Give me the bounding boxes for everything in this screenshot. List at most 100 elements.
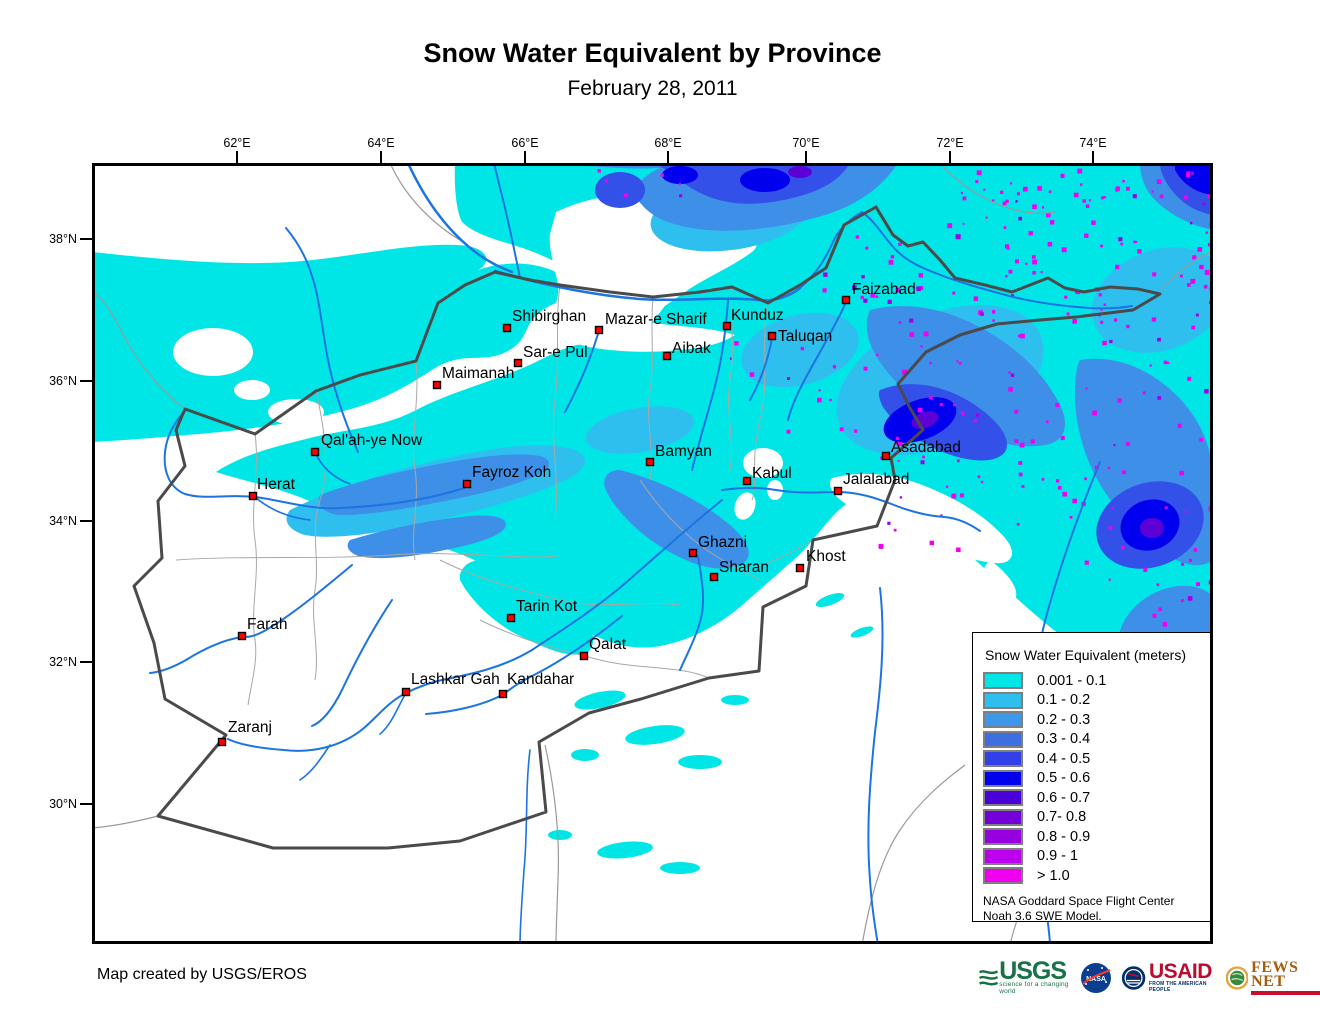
city-marker (881, 451, 891, 461)
swe-speckle (1032, 204, 1037, 210)
legend-class-label: 0.4 - 0.5 (1037, 750, 1091, 767)
lon-tick-label: 66°E (511, 136, 538, 150)
swe-speckle (623, 193, 629, 198)
swe-speckle (822, 288, 827, 293)
swe-speckle (1142, 391, 1146, 395)
swe-speckle (854, 429, 858, 433)
swe-speckle (1040, 271, 1043, 274)
swe-speckle (1088, 199, 1092, 202)
swe-speckle (863, 366, 868, 371)
swe-speckle (1133, 240, 1136, 244)
swe-speckle (1014, 259, 1019, 264)
legend-rows: 0.001 - 0.1 0.1 - 0.2 0.2 - 0.3 0.3 - 0.4 0.… (983, 671, 1210, 886)
city-marker (688, 548, 698, 558)
lon-tick-label: 68°E (654, 136, 681, 150)
swe-map: Faizabad Kunduz Taluqan Mazar-e Sharif Shibi… (92, 163, 1213, 944)
legend-swatch (983, 730, 1023, 748)
swe-speckle (918, 273, 924, 278)
city-farah: Farah (237, 616, 288, 641)
swe-speckle (1008, 386, 1013, 392)
swe-speckle (887, 521, 891, 525)
city-marker (248, 491, 258, 501)
swe-speckle (895, 441, 899, 445)
swe-speckle (1100, 308, 1103, 311)
province-borders (175, 284, 814, 706)
swe-speckle (1092, 410, 1097, 416)
city-label: Mazar-e Sharif (605, 311, 707, 328)
city-marker (401, 687, 411, 697)
swe-speckle (895, 287, 901, 293)
swe-speckle (920, 460, 925, 465)
swe-speckle (1204, 389, 1209, 394)
usgs-logo-text: USGS (999, 957, 1067, 985)
swe-speckle (678, 182, 682, 185)
legend-class-row: 0.2 - 0.3 (983, 710, 1210, 730)
swe-speckle (1005, 274, 1008, 278)
swe-speckle (1111, 507, 1114, 510)
swe-speckle (1192, 255, 1197, 260)
legend-class-row: > 1.0 (983, 866, 1210, 886)
swe-speckle (951, 493, 957, 499)
lat-tick-label: 36°N (49, 374, 77, 388)
city-marker (722, 321, 732, 331)
swe-speckle (1137, 249, 1142, 254)
swe-speckle (1188, 558, 1193, 563)
swe-speckle (875, 353, 879, 357)
legend-class-label: 0.1 - 0.2 (1037, 692, 1091, 709)
swe-speckle (1207, 243, 1210, 247)
city-markers: Faizabad Kunduz Taluqan Mazar-e Sharif Shibi… (217, 281, 961, 747)
lon-tick-label: 72°E (936, 136, 963, 150)
swe-speckle (1180, 599, 1184, 602)
swe-speckle (1085, 387, 1088, 390)
swe-speckle (1005, 199, 1009, 203)
swe-speckle (1018, 334, 1022, 338)
legend-source-note: NASA Goddard Space Flight Center Noah 3.… (983, 894, 1210, 924)
swe-speckle (1062, 491, 1068, 497)
swe-speckle (1073, 192, 1079, 198)
swe-speckle (909, 318, 914, 323)
lon-tick-label: 70°E (792, 136, 819, 150)
city-marker (645, 457, 655, 467)
swe-speckle (1107, 466, 1111, 470)
swe-speckle (1202, 202, 1206, 206)
swe-speckle (1193, 548, 1198, 552)
swe-speckle (1122, 179, 1125, 183)
swe-speckle (865, 246, 869, 250)
legend-class-row: 0.5 - 0.6 (983, 769, 1210, 789)
swe-speckle (961, 411, 965, 415)
swe-speckle (870, 292, 876, 298)
swe-speckle (956, 547, 961, 553)
city-marker (310, 447, 320, 457)
city-label: Jalalabad (843, 471, 909, 488)
swe-speckle (980, 312, 984, 316)
swe-speckle (852, 285, 857, 290)
swe-speckle (893, 528, 897, 532)
lat-tick-label: 32°N (49, 655, 77, 669)
swe-speckle (1187, 596, 1193, 601)
swe-speckle (1014, 409, 1019, 414)
swe-speckle (923, 331, 929, 337)
city-label: Qal'ah-ye Now (321, 432, 423, 449)
city-tarin-kot: Tarin Kot (506, 598, 578, 623)
swe-speckle (1084, 477, 1088, 481)
swe-speckle (880, 456, 884, 460)
swe-speckle (861, 275, 865, 279)
swe-speckle (1020, 333, 1025, 339)
swe-speckle (1009, 182, 1013, 185)
swe-speckle (1120, 242, 1123, 246)
swe-speckle (1162, 622, 1168, 627)
swe-speckle (985, 216, 988, 219)
city-marker (767, 331, 777, 341)
swe-speckle (888, 259, 894, 265)
city-marker (513, 358, 523, 368)
swe-speckle (839, 427, 844, 432)
swe-speckle (898, 242, 902, 246)
swe-speckle (1125, 441, 1130, 447)
swe-speckle (1028, 231, 1033, 236)
swe-speckle (1191, 325, 1195, 330)
city-label: Sar-e Pul (523, 344, 588, 361)
city-marker (833, 486, 843, 496)
swe-speckle (1045, 420, 1049, 424)
swe-speckle (1002, 201, 1007, 206)
swe-speckle (1000, 190, 1004, 194)
